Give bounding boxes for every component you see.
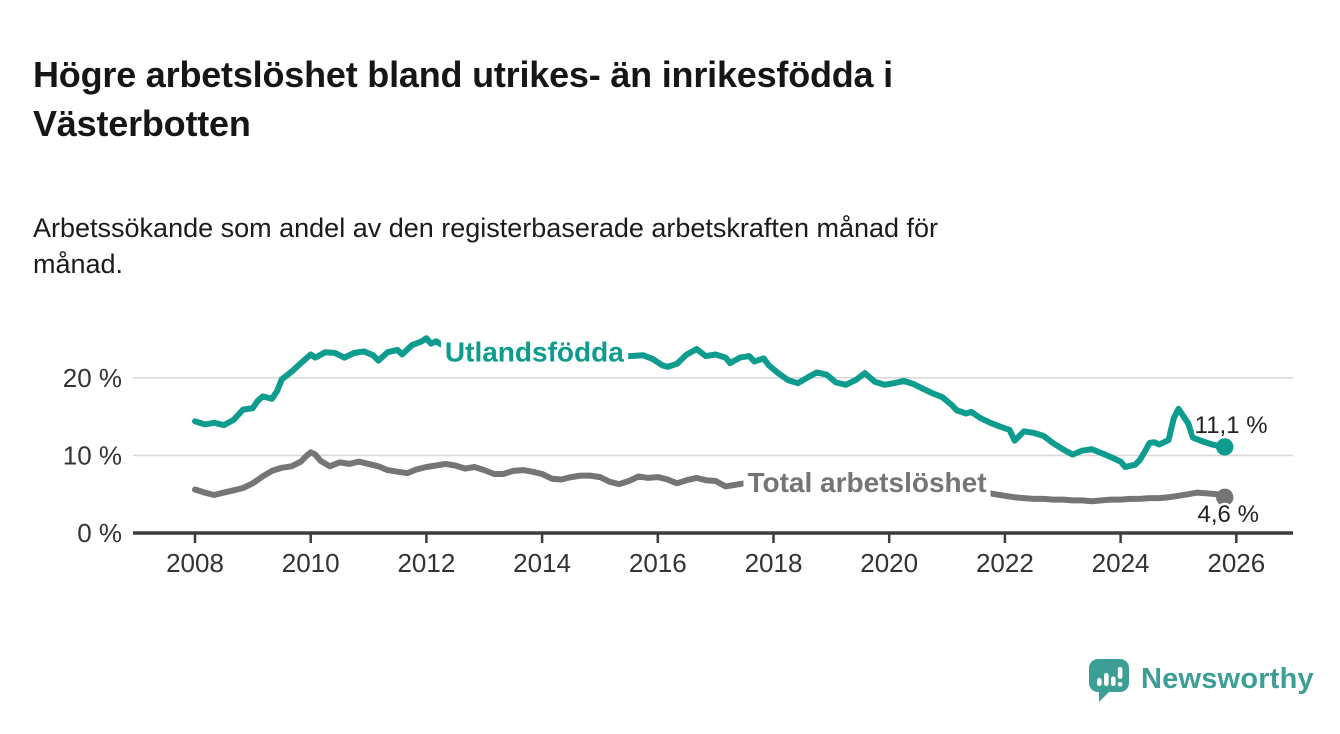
x-tick-label-2010: 2010 [282,548,340,578]
chart-subtitle-line1: Arbetssökande som andel av den registerb… [33,213,939,243]
x-tick-label-2012: 2012 [397,548,455,578]
x-tick-label-2026: 2026 [1207,548,1265,578]
series-end-dot-utlandsf-dda [1216,438,1234,456]
x-tick-label-2016: 2016 [629,548,687,578]
x-tick-label-2024: 2024 [1092,548,1150,578]
series-line-total-arbetsl-shet [192,449,1228,505]
series-label-backing-total-arbetsl-shet [743,465,991,499]
chart-subtitle-line2: månad. [33,249,124,279]
end-value-label-total-arbetsl-shet: 4,6 % [1198,501,1259,528]
x-tick-label-2022: 2022 [976,548,1034,578]
y-tick-label-10: 10 % [63,440,122,470]
y-tick-label-0: 0 % [77,518,122,548]
newsworthy-logo-icon [1086,656,1132,702]
y-tick-label-20: 20 % [63,363,122,393]
x-tick-label-2018: 2018 [745,548,803,578]
chart-subtitle: Arbetssökande som andel av den registerb… [33,210,1253,282]
series-label-utlandsf-dda: Utlandsfödda [445,336,624,367]
series-label-total-arbetsl-shet: Total arbetslöshet [747,467,986,498]
series-end-dot-total-arbetsl-shet [1216,488,1234,507]
line-chart: 0 % 10 % 20 % 2008 2010 2012 2014 2016 2018 2020 2… [63,335,1293,578]
chart-title-line2: Västerbotten [33,103,251,145]
chart-title-line1: Högre arbetslöshet bland utrikes- än inr… [33,54,893,96]
x-tick-label-2020: 2020 [860,548,918,578]
chart-title: Högre arbetslöshet bland utrikes- än inr… [33,50,1233,148]
newsworthy-logo: Newsworthy [1086,656,1314,702]
end-value-label-utlandsf-dda: 11,1 % [1195,412,1268,439]
newsworthy-logo-text: Newsworthy [1141,662,1314,695]
x-tick-label-2014: 2014 [513,548,571,578]
series-line-utlandsf-dda [192,335,1228,470]
x-tick-label-2008: 2008 [166,548,224,578]
series-label-backing-utlandsf-dda [440,335,629,369]
